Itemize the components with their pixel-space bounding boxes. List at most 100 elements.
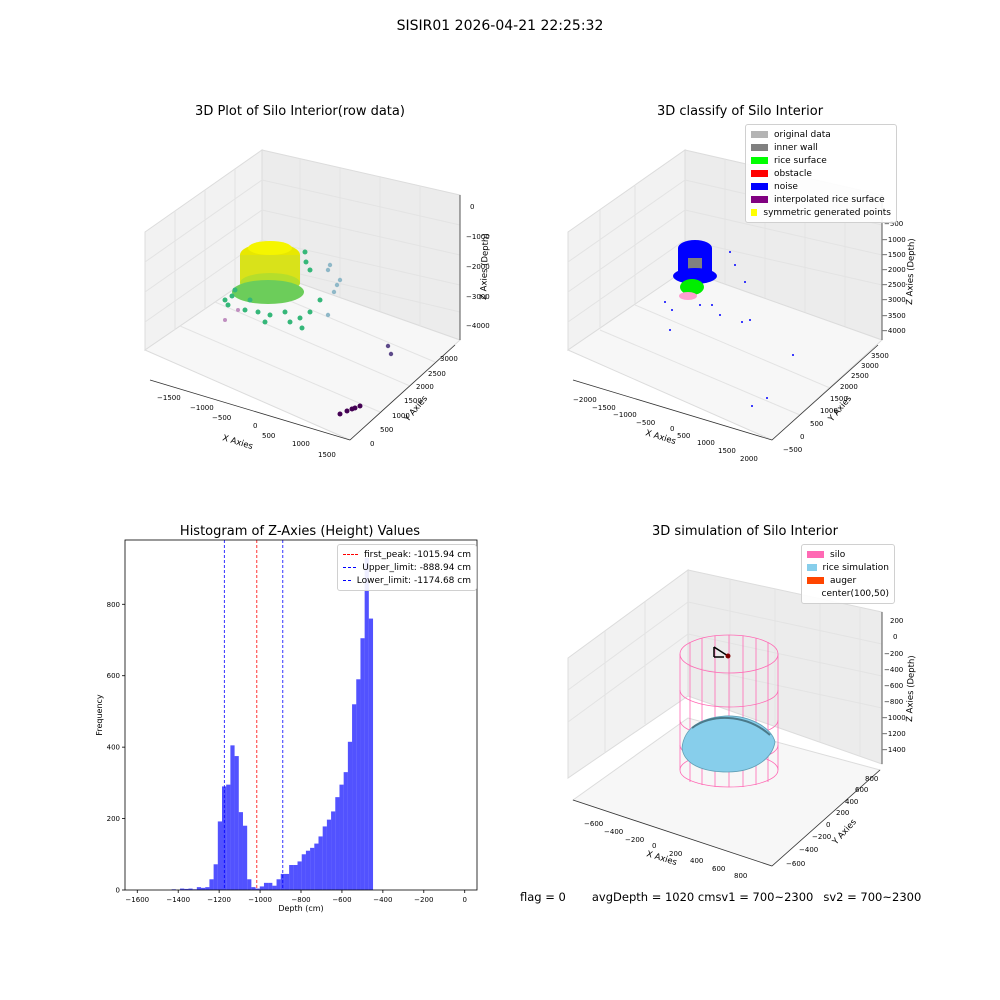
classify-ztick: −1000 xyxy=(882,236,906,244)
histogram-xtick-label: −800 xyxy=(291,896,310,904)
legend-item: rice surface xyxy=(751,154,891,167)
classify-ytick: 2000 xyxy=(840,383,858,391)
legend-item: symmetric generated points xyxy=(751,206,891,219)
legend-item: noise xyxy=(751,180,891,193)
legend-item: rice simulation xyxy=(807,561,889,574)
histogram-xtick-label: −1600 xyxy=(125,896,149,904)
histogram-bar xyxy=(305,850,311,890)
legend-label: auger xyxy=(830,575,857,586)
histogram-bar xyxy=(284,873,290,890)
classify-ytick: 1500 xyxy=(830,395,848,403)
legend-item: inner wall xyxy=(751,141,891,154)
sim-xtick: −600 xyxy=(584,820,603,828)
classify-xtick: −500 xyxy=(636,419,655,427)
histogram-bar xyxy=(331,811,336,890)
legend-swatch xyxy=(751,209,758,216)
sim-ztick: −1200 xyxy=(882,730,906,738)
sim-ytick: 600 xyxy=(855,786,868,794)
sim-ytick: 400 xyxy=(845,798,858,806)
histogram-bar xyxy=(339,784,344,890)
raw-ztick: −3000 xyxy=(466,293,490,301)
histogram-bar xyxy=(247,879,252,890)
legend-swatch xyxy=(751,144,768,151)
legend-swatch xyxy=(751,131,768,138)
histogram-bar xyxy=(326,819,332,890)
classify-xtick: 500 xyxy=(677,432,690,440)
sim-ztick: −800 xyxy=(884,698,903,706)
legend-label: rice surface xyxy=(774,155,827,166)
classify-ytick: 3500 xyxy=(871,352,889,360)
histogram-bar xyxy=(276,879,281,890)
raw-ytick: 2500 xyxy=(428,370,446,378)
legend-item: Upper_limit: -888.94 cm xyxy=(343,561,471,574)
classify-3d-plot: −2000 −1500 −1000 −500 0 500 1000 1500 2… xyxy=(566,149,917,463)
raw-ytick: 3000 xyxy=(440,355,458,363)
raw-ytick: 500 xyxy=(380,426,393,434)
legend-line xyxy=(343,567,357,568)
histogram-bar xyxy=(310,847,315,890)
legend-swatch xyxy=(807,564,817,571)
legend-item: center(100,50) xyxy=(807,587,889,600)
raw-zlabel: Z Axies (Depth) xyxy=(479,233,491,300)
histogram-bar xyxy=(205,887,210,890)
histogram-ylabel: Frequency xyxy=(95,694,104,736)
legend-item: silo xyxy=(807,548,889,561)
histogram-xtick-label: −1000 xyxy=(248,896,272,904)
legend-item: obstacle xyxy=(751,167,891,180)
raw-xtick: −1000 xyxy=(190,404,214,412)
classify-ytick: 2500 xyxy=(851,372,869,380)
sim-xtick: −400 xyxy=(604,828,623,836)
status-line: flag = 0 avgDepth = 1020 cmsv1 = 700~2300… xyxy=(520,890,931,904)
flag-status: flag = 0 xyxy=(520,890,566,904)
classify-ytick: 0 xyxy=(800,433,804,441)
histogram-bar xyxy=(222,786,227,890)
legend-item: original data xyxy=(751,128,891,141)
histogram-title: Histogram of Z-Axies (Height) Values xyxy=(179,524,421,539)
histogram-bar xyxy=(293,865,298,890)
histogram-bar xyxy=(259,886,264,890)
sim-ytick: −400 xyxy=(799,846,818,854)
raw-plot-title: 3D Plot of Silo Interior(row data) xyxy=(195,104,405,119)
raw-ytick: 1000 xyxy=(392,412,410,420)
raw-ytick: 2000 xyxy=(416,383,434,391)
raw-ztick: −4000 xyxy=(466,322,490,330)
legend-label: first_peak: -1015.94 cm xyxy=(364,549,471,560)
histogram-bar xyxy=(356,679,361,890)
histogram-bar xyxy=(272,885,277,890)
raw-xtick: −500 xyxy=(212,414,231,422)
classify-ytick: 500 xyxy=(810,420,823,428)
classify-xtick: −1000 xyxy=(613,411,637,419)
classify-ytick: 3000 xyxy=(861,362,879,370)
legend-label: silo xyxy=(830,549,846,560)
classify-xtick: −2000 xyxy=(573,396,597,404)
raw-xtick: 500 xyxy=(262,432,275,440)
legend-item: interpolated rice surface xyxy=(751,193,891,206)
legend-item: Lower_limit: -1174.68 cm xyxy=(343,574,471,587)
sim-zlabel: Z Axies (Depth) xyxy=(905,655,917,722)
histogram-bar xyxy=(335,797,340,890)
histogram-bar xyxy=(234,756,239,890)
legend-swatch xyxy=(751,157,768,164)
sim-ztick: −400 xyxy=(884,666,903,674)
sim-ztick: 0 xyxy=(893,633,897,641)
sim-ztick: 200 xyxy=(890,617,903,625)
sim-xtick: −200 xyxy=(625,836,644,844)
histogram-bar xyxy=(196,887,202,890)
sim-xtick: 400 xyxy=(690,857,703,865)
histogram-bar xyxy=(242,825,248,890)
sim-ytick: −200 xyxy=(812,833,831,841)
legend-swatch xyxy=(751,196,768,203)
histogram-ytick-label: 400 xyxy=(107,744,120,752)
raw-ztick: −1000 xyxy=(466,233,490,241)
classify-ztick: −3000 xyxy=(882,296,906,304)
classify-ztick: −1500 xyxy=(882,251,906,259)
raw-ztick: 0 xyxy=(470,203,474,211)
sim-xtick: 600 xyxy=(712,865,725,873)
histogram-bar xyxy=(343,772,348,890)
classify-ytick: 1000 xyxy=(820,407,838,415)
legend-label: center(100,50) xyxy=(821,588,889,599)
sim-ytick: −600 xyxy=(786,860,805,868)
legend-label: interpolated rice surface xyxy=(774,194,885,205)
classify-xtick: 0 xyxy=(670,425,674,433)
histogram-bar xyxy=(238,812,243,890)
